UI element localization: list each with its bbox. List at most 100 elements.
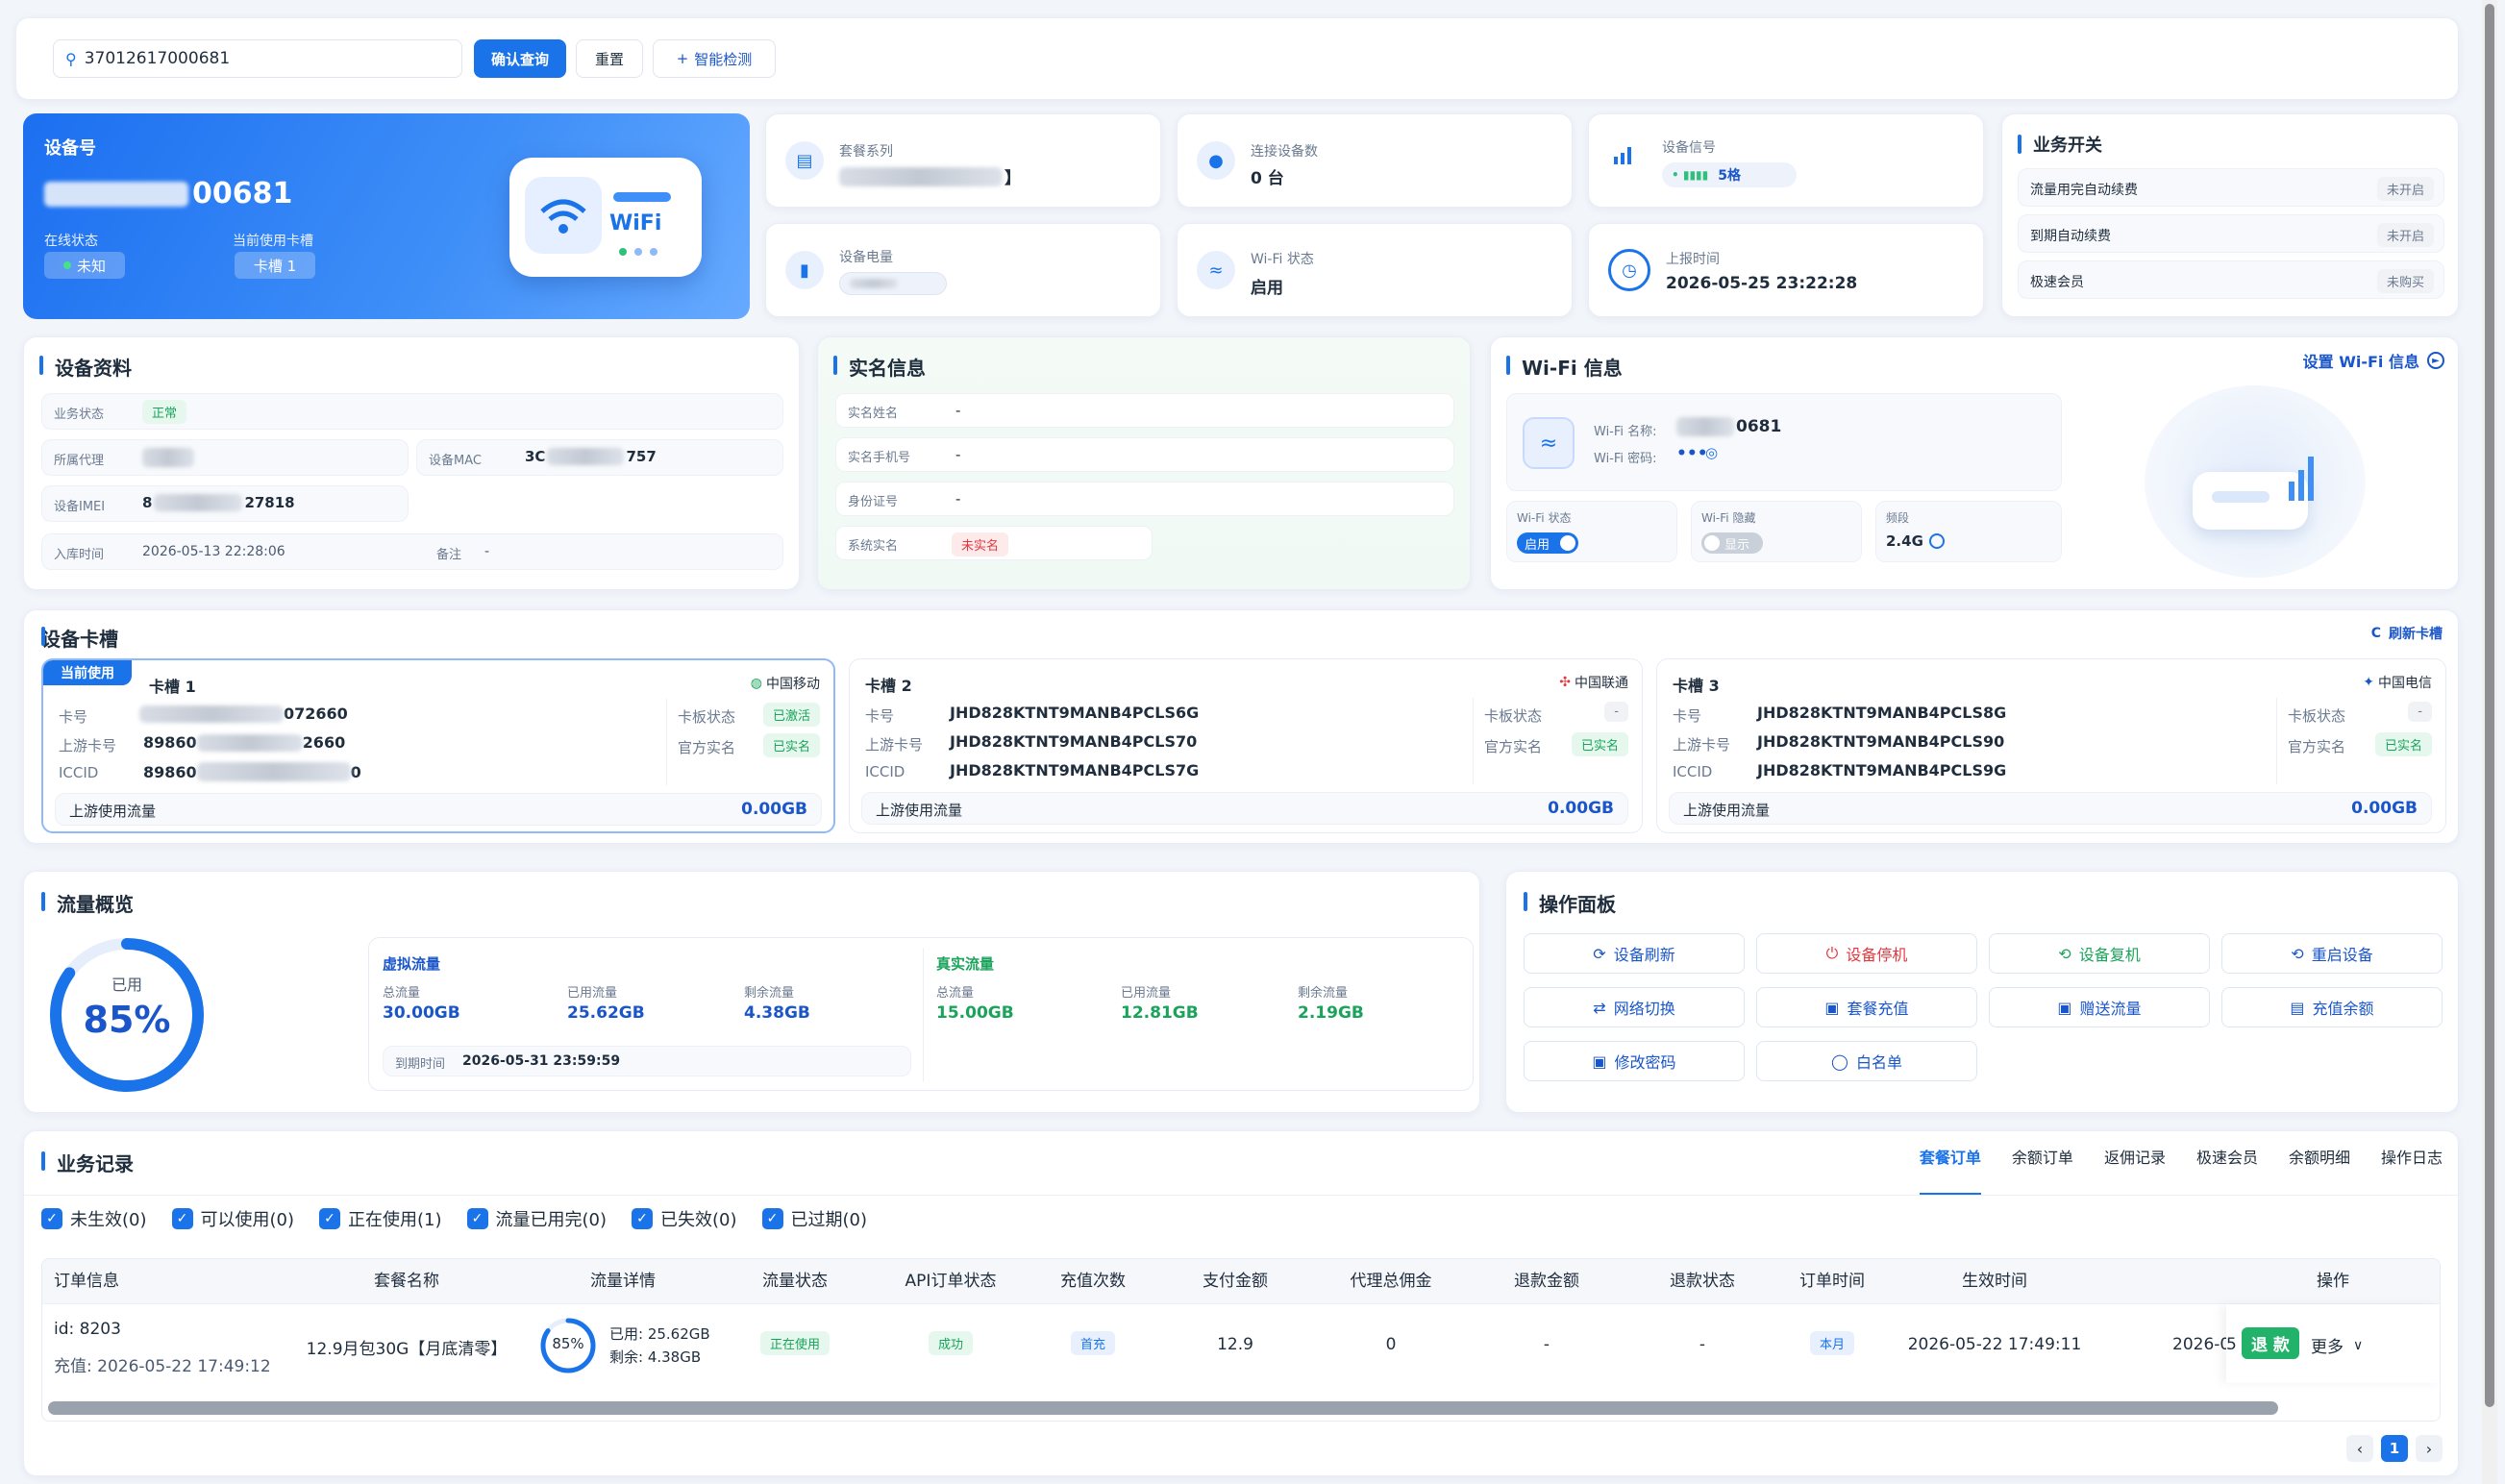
wifi-state-label: Wi-Fi 状态: [1251, 252, 1314, 267]
checkbox-icon: ✓: [41, 1208, 62, 1229]
checkbox-icon: ✓: [171, 1208, 193, 1229]
add-circle-icon[interactable]: [1928, 533, 1945, 549]
gift-icon: ▣: [2057, 998, 2072, 1017]
order-charge-time: 充值: 2026-05-22 17:49:12: [54, 1357, 271, 1376]
flow-usage-gauge: [50, 938, 204, 1092]
realname-label: 实名手机号: [848, 451, 911, 465]
upstream-flow-label: 上游使用流量: [69, 803, 157, 820]
column-header: 订单信息: [54, 1272, 119, 1291]
device-refresh-button[interactable]: ⟳ 设备刷新: [1524, 933, 1745, 974]
device-stop-button[interactable]: ⏻ 设备停机: [1756, 933, 1977, 974]
wifi-icon: [525, 177, 602, 254]
refresh-slots-button[interactable]: C 刷新卡槽: [2371, 624, 2443, 643]
wifi-hidden-toggle[interactable]: 显示: [1701, 532, 1763, 554]
change-password-button[interactable]: ▣ 修改密码: [1524, 1041, 1745, 1081]
system-realname-row: 系统实名 未实名: [835, 526, 1153, 560]
real-total-label: 总流量: [936, 986, 975, 1001]
tab-balance-orders[interactable]: 余额订单: [2011, 1149, 2073, 1167]
arrow-circle-icon: ►: [2427, 352, 2444, 369]
flow-used-percent: 85%: [83, 999, 171, 1041]
column-header: 流量详情: [590, 1272, 656, 1291]
set-wifi-button[interactable]: 设置 Wi-Fi 信息 ►: [2303, 349, 2444, 372]
card-number-label: 卡号: [865, 707, 895, 725]
tab-vip[interactable]: 极速会员: [2195, 1149, 2258, 1167]
smart-detect-button[interactable]: + 智能检测: [653, 39, 776, 78]
current-slot-badge: 当前使用: [43, 660, 132, 685]
filter-usable[interactable]: ✓ 可以使用(0): [171, 1206, 294, 1231]
realname-row: 实名姓名 -: [835, 393, 1454, 428]
more-dropdown[interactable]: 更多 ∨: [2311, 1333, 2363, 1358]
imei-prefix: 8: [142, 494, 153, 511]
plus-icon: +: [676, 50, 689, 67]
package-series-bracket: 】: [1004, 169, 1021, 188]
filter-invalid[interactable]: ✓ 已失效(0): [632, 1206, 737, 1231]
signal-card: 设备信号 • ▮▮▮▮ 5格: [1588, 113, 1984, 208]
vertical-scrollbar[interactable]: [2485, 4, 2494, 1407]
tab-package-orders[interactable]: 套餐订单: [1919, 1145, 1981, 1196]
slot-card-2[interactable]: 卡槽 2 ✣ 中国联通 卡号 JHD828KTNT9MANB4PCLS6G 上游卡…: [849, 658, 1643, 833]
official-realname-value: 已实名: [1571, 732, 1628, 756]
recharge-balance-button[interactable]: ▤ 充值余额: [2221, 987, 2443, 1027]
filter-expired[interactable]: ✓ 已过期(0): [761, 1206, 867, 1231]
filter-in-use[interactable]: ✓ 正在使用(1): [319, 1206, 442, 1231]
masked-region: [139, 705, 284, 723]
package-recharge-button[interactable]: ▣ 套餐充值: [1756, 987, 1977, 1027]
wifi-small-icon: ≈: [1197, 251, 1235, 289]
gift-flow-label: 赠送流量: [2079, 1000, 2142, 1018]
upstream-flow-row: 上游使用流量 0.00GB: [1669, 792, 2432, 825]
upstream-flow-value: 0.00GB: [1548, 799, 1614, 818]
iccid-label: ICCID: [59, 764, 99, 781]
flow-remain: 剩余: 4.38GB: [609, 1348, 702, 1366]
gift-flow-button[interactable]: ▣ 赠送流量: [1989, 987, 2210, 1027]
wifi-password-label: Wi-Fi 密码:: [1594, 452, 1657, 466]
switch-row-vip[interactable]: 极速会员 未购买: [2018, 260, 2444, 299]
search-value: 37012617000681: [84, 49, 231, 68]
whitelist-button[interactable]: ◯ 白名单: [1756, 1041, 1977, 1081]
wifi-state-card: ≈ Wi-Fi 状态 启用: [1177, 223, 1573, 317]
order-id: id: 8203: [54, 1320, 121, 1339]
switch-row-traffic[interactable]: 流量用完自动续费 未开启: [2018, 168, 2444, 207]
filter-not-effective[interactable]: ✓ 未生效(0): [41, 1206, 147, 1231]
wifi-logo-text: WiFi: [609, 211, 662, 235]
current-slot-label: 当前使用卡槽: [233, 234, 313, 249]
board-status-label: 卡板状态: [678, 708, 736, 726]
network-switch-label: 网络切换: [1613, 1000, 1675, 1018]
checkbox-icon: ✓: [761, 1208, 783, 1229]
eye-icon[interactable]: ◎: [1705, 444, 1719, 461]
search-input[interactable]: ⚲ 37012617000681: [53, 39, 462, 78]
package-name: 12.9月包30G【月底清零】: [306, 1340, 508, 1359]
network-switch-button[interactable]: ⇄ 网络切换: [1524, 987, 1745, 1027]
switch-label: 极速会员: [2030, 275, 2084, 290]
switch-row-expiry[interactable]: 到期自动续费 未开启: [2018, 214, 2444, 253]
prev-page-icon[interactable]: ‹: [2346, 1435, 2373, 1462]
filter-used-up[interactable]: ✓ 流量已用完(0): [466, 1206, 607, 1231]
iccid-label: ICCID: [865, 763, 905, 780]
masked-region: [839, 166, 1003, 186]
tab-balance-details[interactable]: 余额明细: [2288, 1149, 2350, 1167]
next-page-icon[interactable]: ›: [2416, 1435, 2443, 1462]
tab-rebate-records[interactable]: 返佣记录: [2103, 1149, 2166, 1167]
wallet-icon: ▤: [2290, 998, 2305, 1017]
upstream-suffix: 2660: [302, 733, 346, 752]
slot-card-3[interactable]: 卡槽 3 ✦ 中国电信 卡号 JHD828KTNT9MANB4PCLS8G 上游卡…: [1656, 658, 2446, 833]
remark-value: -: [484, 544, 490, 559]
power-icon: ⏻: [1825, 944, 1839, 962]
flow-overview-card: 流量概览 已用 85% 虚拟流量 总流量 30.00GB 已用流量 25.62G…: [23, 871, 1480, 1113]
shield-icon: ◯: [1831, 1051, 1848, 1071]
reset-button[interactable]: 重置: [576, 39, 643, 78]
device-resume-button[interactable]: ⟲ 设备复机: [1989, 933, 2210, 974]
device-reboot-button[interactable]: ⟲ 重启设备: [2221, 933, 2443, 974]
horizontal-scrollbar[interactable]: [48, 1401, 2278, 1415]
refund-button[interactable]: 退 款: [2242, 1327, 2299, 1359]
china-telecom-icon: ✦: [2363, 675, 2374, 690]
official-realname-label: 官方实名: [678, 739, 736, 756]
slot-card-1[interactable]: 当前使用 卡槽 1 ◍ 中国移动 卡号 072660 上游卡号 89860 2660…: [41, 658, 835, 833]
operation-panel-title: 操作面板: [1524, 889, 1616, 917]
page-number[interactable]: 1: [2381, 1435, 2408, 1462]
wifi-name-label: Wi-Fi 名称:: [1594, 425, 1657, 439]
confirm-query-button[interactable]: 确认查询: [474, 39, 566, 78]
flow-overview-title: 流量概览: [41, 889, 134, 917]
wifi-state-value: 启用: [1251, 279, 1283, 298]
tab-operation-log[interactable]: 操作日志: [2380, 1149, 2443, 1167]
wifi-state-toggle[interactable]: 启用: [1517, 532, 1578, 554]
